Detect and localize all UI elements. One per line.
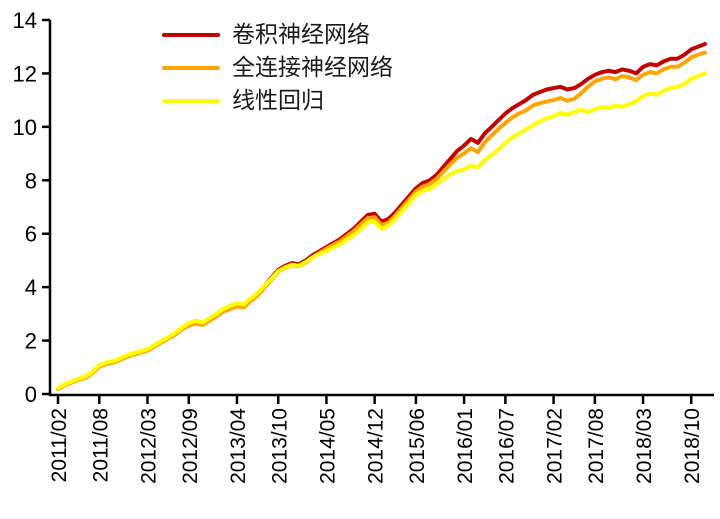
y-tick-label: 12 <box>13 61 37 86</box>
x-tick-label: 2017/02 <box>544 408 567 484</box>
legend-item-cnn: 卷积神经网络 <box>162 22 393 48</box>
linreg-line-swatch <box>162 99 220 103</box>
y-tick-label: 2 <box>25 329 37 354</box>
x-tick-label: 2016/07 <box>495 408 518 484</box>
y-tick-label: 4 <box>25 275 37 300</box>
fcnn-line-swatch <box>162 66 220 70</box>
legend-item-linreg: 线性回归 <box>162 88 393 114</box>
y-tick-label: 6 <box>25 222 37 247</box>
x-tick-label: 2015/06 <box>406 408 429 484</box>
legend-label-linreg: 线性回归 <box>232 87 324 114</box>
x-tick-label: 2013/10 <box>268 408 291 484</box>
x-tick-label: 2011/08 <box>89 408 112 482</box>
x-tick-label: 2018/03 <box>633 408 656 484</box>
legend: 卷积神经网络 全连接神经网络 线性回归 <box>162 22 393 114</box>
legend-label-fcnn: 全连接神经网络 <box>232 54 393 81</box>
x-tick-label: 2011/02 <box>48 408 71 482</box>
series-line-2 <box>56 71 707 391</box>
y-tick-label: 14 <box>13 8 37 33</box>
x-tick-label: 2014/12 <box>365 408 388 484</box>
legend-item-fcnn: 全连接神经网络 <box>162 55 393 81</box>
x-tick-label: 2014/05 <box>316 408 339 484</box>
y-tick-label: 10 <box>13 115 37 140</box>
legend-label-cnn: 卷积神经网络 <box>232 21 370 48</box>
x-tick-label: 2016/01 <box>454 408 477 484</box>
x-tick-label: 2012/09 <box>179 408 202 484</box>
x-tick-label: 2012/03 <box>137 408 160 484</box>
y-tick-label: 0 <box>25 382 37 407</box>
x-tick-label: 2017/08 <box>585 408 608 484</box>
x-tick-label: 2013/04 <box>227 408 250 484</box>
x-tick-label: 2018/10 <box>681 408 704 484</box>
y-tick-label: 8 <box>25 168 37 193</box>
cnn-line-swatch <box>162 33 220 37</box>
